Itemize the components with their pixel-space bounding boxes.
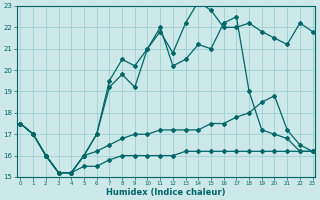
X-axis label: Humidex (Indice chaleur): Humidex (Indice chaleur) [106,188,226,197]
